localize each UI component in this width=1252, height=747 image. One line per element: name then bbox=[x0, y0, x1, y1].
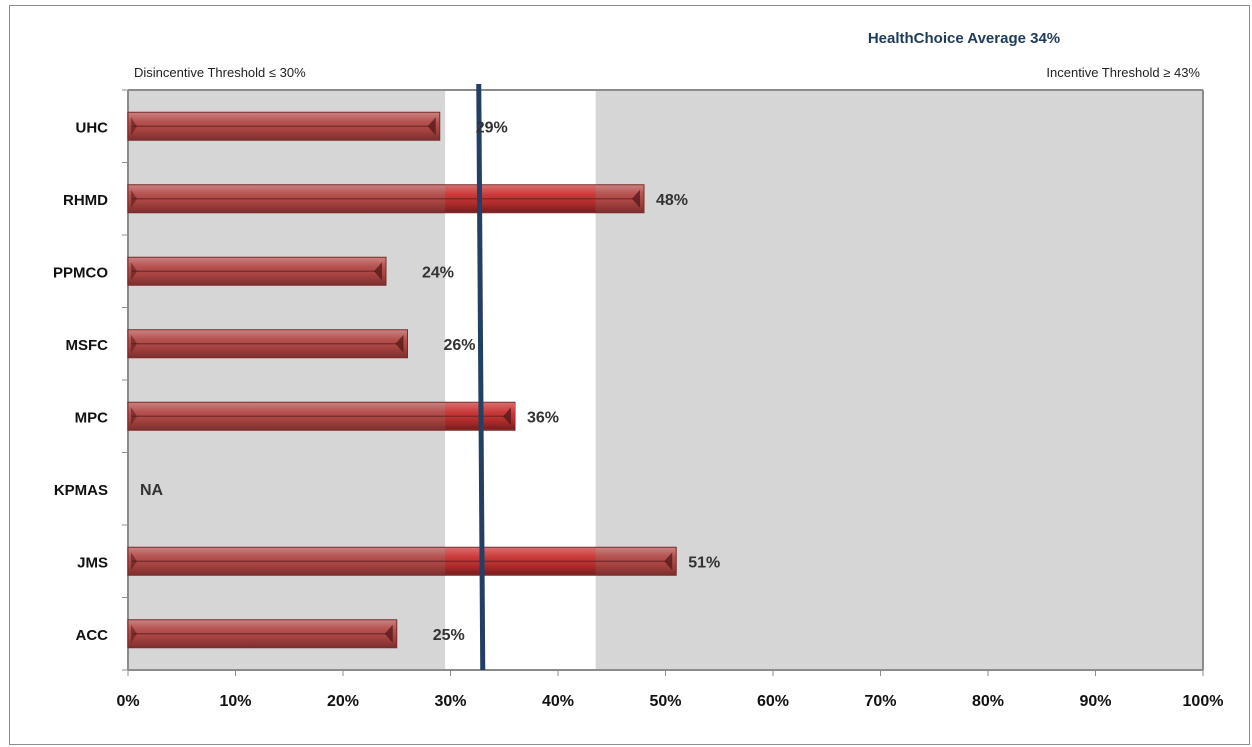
bar-end-cap bbox=[395, 334, 404, 353]
category-label-uhc: UHC bbox=[76, 119, 109, 136]
bar-start-cap bbox=[131, 117, 137, 136]
category-label-mpc: MPC bbox=[75, 409, 109, 426]
bar-uhc bbox=[127, 111, 441, 141]
bar-end-cap bbox=[427, 117, 436, 136]
x-tick-label: 100% bbox=[1183, 693, 1224, 710]
average-line bbox=[476, 83, 486, 671]
category-label-msfc: MSFC bbox=[66, 337, 109, 354]
bar-start-cap bbox=[131, 334, 137, 353]
disincentive-threshold-label: Disincentive Threshold ≤ 30% bbox=[134, 65, 306, 80]
value-label-acc: 25% bbox=[433, 627, 465, 644]
value-label-kpmas: NA bbox=[140, 482, 164, 499]
bar-start-cap bbox=[131, 262, 137, 281]
incentive-threshold-label: Incentive Threshold ≥ 43% bbox=[1046, 65, 1200, 80]
bar-start-cap bbox=[131, 552, 137, 571]
bar-ppmco bbox=[127, 256, 387, 286]
bar-end-cap bbox=[374, 262, 382, 281]
value-labels: 29% 48% 24% 26% 36% NA 51% 25% bbox=[140, 119, 720, 644]
x-tick-label: 90% bbox=[1079, 693, 1111, 710]
category-label-kpmas: KPMAS bbox=[54, 482, 108, 499]
x-tick-label: 10% bbox=[219, 693, 251, 710]
x-tick-label: 20% bbox=[327, 693, 359, 710]
category-label-acc: ACC bbox=[76, 627, 109, 644]
incentive-band bbox=[595, 90, 1203, 670]
bar-acc bbox=[127, 619, 398, 649]
x-tick-label: 80% bbox=[972, 693, 1004, 710]
value-label-msfc: 26% bbox=[444, 337, 476, 354]
value-label-rhmd: 48% bbox=[656, 192, 688, 209]
bars bbox=[127, 111, 677, 649]
bar-mpc bbox=[127, 401, 516, 431]
bar-end-cap bbox=[503, 407, 511, 426]
average-label: HealthChoice Average 34% bbox=[868, 30, 1060, 47]
category-labels: UHC RHMD PPMCO MSFC MPC KPMAS JMS ACC bbox=[53, 119, 108, 644]
x-tick-labels: 0% 10% 20% 30% 40% 50% 60% 70% 80% 90% 100% bbox=[116, 693, 1223, 710]
bar-end-cap bbox=[632, 189, 640, 208]
x-tick-label: 60% bbox=[757, 693, 789, 710]
x-tick-label: 40% bbox=[542, 693, 574, 710]
x-tick-label: 30% bbox=[434, 693, 466, 710]
category-label-jms: JMS bbox=[77, 554, 108, 571]
value-label-uhc: 29% bbox=[476, 119, 508, 136]
value-label-mpc: 36% bbox=[527, 409, 559, 426]
category-label-ppmco: PPMCO bbox=[53, 264, 108, 281]
x-tick-label: 50% bbox=[649, 693, 681, 710]
bar-msfc bbox=[127, 329, 408, 359]
bar-end-cap bbox=[384, 624, 393, 643]
x-tick-label: 70% bbox=[864, 693, 896, 710]
disincentive-band bbox=[128, 90, 446, 670]
x-tick-label: 0% bbox=[116, 693, 139, 710]
threshold-bands bbox=[128, 90, 1203, 670]
bar-jms bbox=[127, 546, 677, 576]
bar-start-cap bbox=[131, 189, 137, 208]
value-label-ppmco: 24% bbox=[422, 264, 454, 281]
average-line-group bbox=[476, 83, 486, 671]
bar-start-cap bbox=[131, 407, 137, 426]
value-label-jms: 51% bbox=[688, 554, 720, 571]
bar-end-cap bbox=[664, 552, 673, 571]
category-label-rhmd: RHMD bbox=[63, 192, 108, 209]
bar-start-cap bbox=[131, 624, 137, 643]
bar-rhmd bbox=[127, 184, 645, 214]
